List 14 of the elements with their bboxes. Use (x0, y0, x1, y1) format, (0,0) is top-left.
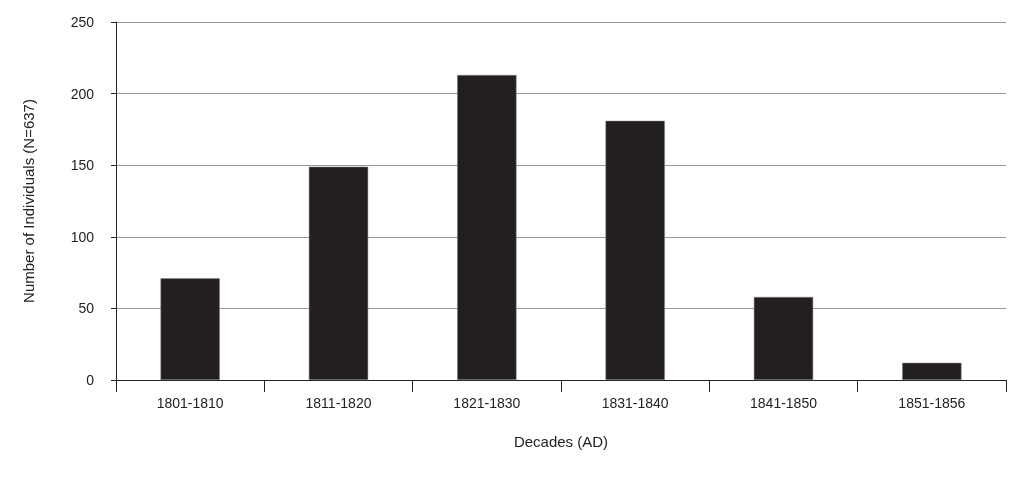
y-tick-label: 150 (70, 157, 95, 174)
x-tick-label: 1831-1840 (601, 395, 669, 411)
x-tick-label: 1851-1856 (898, 395, 966, 411)
x-tick-label: 1801-1810 (156, 395, 224, 411)
y-tick-label: 100 (70, 228, 95, 245)
x-tick-label: 1821-1830 (453, 395, 521, 411)
y-tick-label: 250 (70, 14, 95, 30)
x-tick-label: 1841-1850 (750, 395, 818, 411)
y-axis-title: Number of Individuals (N=637) (20, 99, 37, 303)
y-tick-label: 0 (86, 372, 95, 388)
y-tick-label: 200 (70, 85, 95, 102)
x-tick-label: 1811-1820 (305, 395, 372, 411)
x-axis-title: Decades (AD) (513, 433, 609, 450)
y-tick-label: 50 (78, 300, 95, 317)
